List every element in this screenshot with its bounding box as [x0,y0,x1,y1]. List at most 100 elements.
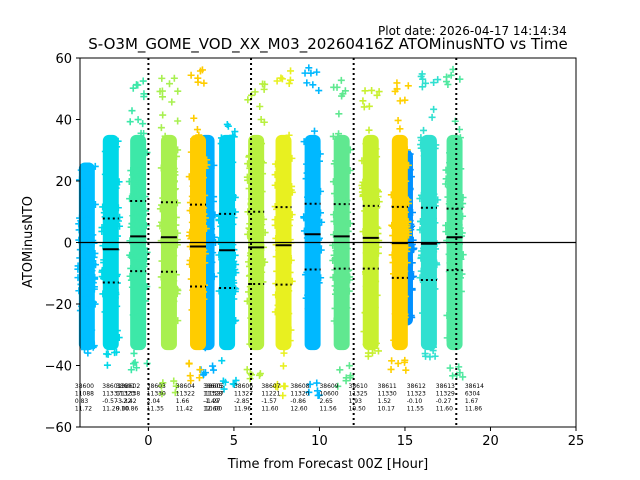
group-point [303,79,311,87]
group-point [308,335,316,343]
group-point [418,83,426,91]
group-point [275,249,283,257]
group-point [395,138,403,146]
group-point [315,279,323,287]
group-point [159,379,167,387]
extra-column-point [205,275,213,283]
stats-label-line: 10600 [319,391,338,398]
group-point [443,311,451,319]
group-point [457,165,465,173]
group-point [347,372,355,380]
group-point [420,168,428,176]
group-point [231,193,239,201]
group-point [220,313,228,321]
group-point [231,266,239,274]
group-point [140,90,148,98]
group-point [459,212,467,220]
group-point [195,374,203,382]
group-point [259,80,267,88]
group-point [456,75,464,83]
group-point [167,243,175,251]
stats-label-line: 10.17 [378,406,395,413]
group-point [404,82,412,90]
group-point [313,68,321,76]
group-point [165,259,173,267]
group-point [170,377,178,385]
group-point [259,278,267,286]
stats-label-line: 11.60 [261,406,278,413]
group-point [316,209,324,217]
group-point [260,118,268,126]
group-point [316,150,324,158]
group-point [343,304,351,312]
group-point [223,257,231,265]
group-point [453,319,461,327]
group-point [285,287,293,295]
extra-column-point [407,173,415,181]
group-point [305,64,313,72]
group-point [190,114,198,122]
stats-label-line: 11.35 [147,406,164,413]
group-point [259,255,267,263]
group-point [397,305,405,313]
group-point [101,170,109,178]
group-point [187,275,195,283]
group-point [287,186,295,194]
group-point [158,74,166,82]
group-point [260,215,268,223]
group-point [256,261,264,269]
group-point [244,258,252,266]
group-point [229,131,237,139]
group-point [143,359,151,367]
group-point [395,271,403,279]
group-point [84,213,92,221]
group-point [245,288,253,296]
group-point [129,171,137,179]
group-point [111,349,119,357]
group-point [231,251,239,259]
group-point [106,275,114,283]
group-point [99,290,107,298]
group-point [104,343,112,351]
group-point [400,135,408,143]
stats-label-line: 10.86 [121,406,138,413]
stats-label-line: 12.60 [203,406,220,413]
group-point [400,177,408,185]
group-point [362,175,370,183]
group-point [330,231,338,239]
group-point [200,295,208,303]
group-point [362,249,370,257]
x-tick-label: 10 [311,434,328,449]
group-point [387,191,395,199]
group-point [333,177,341,185]
group-point [196,366,204,374]
group-point [82,265,90,273]
group-point [253,200,261,208]
group-point [362,196,370,204]
stats-label-line: 11.96 [234,406,251,413]
stats-label-line: 38612 [407,383,426,390]
extra-column-point [206,234,214,242]
group-point [272,234,280,242]
stats-label-line: 11330 [378,391,397,398]
group-point [168,227,176,235]
group-point [219,286,227,294]
group-point [174,117,182,125]
stats-label-line: 11338 [121,391,140,398]
group-point [451,117,459,125]
group-point [426,289,434,297]
group-point [163,285,171,293]
group-point [313,326,321,334]
group-point [423,222,431,230]
group-point [342,196,350,204]
group-point [281,235,289,243]
group-point [198,231,206,239]
group-point [139,281,147,289]
group-point [165,144,173,152]
stats-label-line: 12.60 [290,406,307,413]
group-point [285,222,293,230]
group-point [284,252,292,260]
group-point [192,309,200,317]
group-point [421,350,429,358]
group-point [230,279,238,287]
